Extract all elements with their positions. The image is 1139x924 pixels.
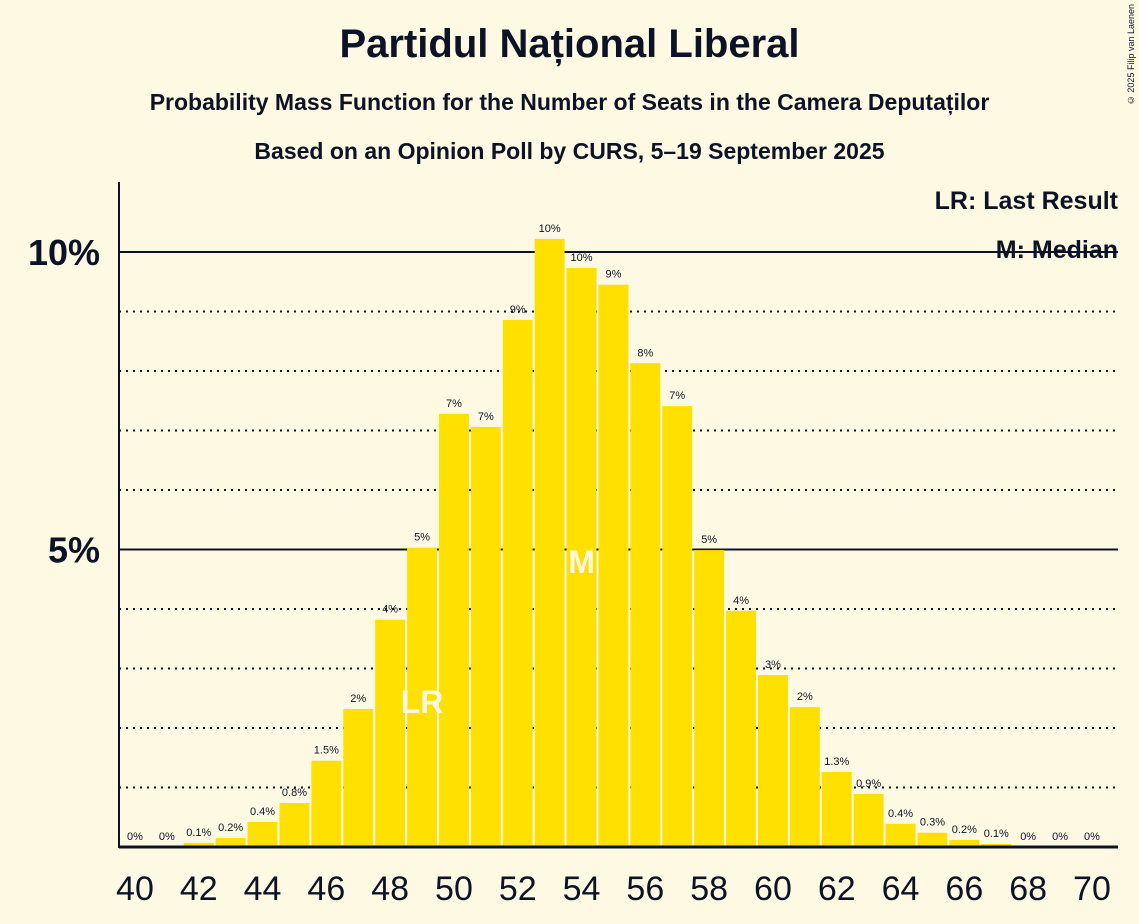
marker-m: M <box>568 544 595 580</box>
data-labels: 0% 0% 0.1% 0.2% 0.4% 0.8% 1.5% 2% 4% 5% 7% 7% 9% 10% 1… <box>127 223 1100 843</box>
data-label: 0.4% <box>250 806 275 818</box>
data-label: 2% <box>797 691 813 703</box>
x-tick-label: 62 <box>818 870 856 908</box>
x-tick-label: 68 <box>1009 870 1047 908</box>
bar <box>949 839 980 847</box>
x-tick-label: 40 <box>116 870 154 908</box>
bar <box>311 760 342 847</box>
bar <box>726 610 756 847</box>
data-label: 9% <box>605 269 621 281</box>
data-label: 1.5% <box>314 745 339 757</box>
bar <box>470 426 501 847</box>
bar <box>215 838 246 847</box>
chart-subtitle-poll: Based on an Opinion Poll by CURS, 5–19 S… <box>254 138 885 164</box>
data-label: 0.2% <box>218 822 243 834</box>
x-tick-label: 56 <box>626 870 664 908</box>
data-label: 0.4% <box>888 808 913 820</box>
data-label: 0.9% <box>856 778 881 790</box>
bar <box>183 842 214 847</box>
bar <box>630 363 661 847</box>
axes: 5% 10% 40 42 44 46 48 50 52 54 56 58 60 62 64 66 68 70 <box>28 182 1118 908</box>
data-label: 7% <box>478 411 494 423</box>
bar <box>439 413 469 847</box>
bar <box>885 823 916 847</box>
data-label: 0% <box>1084 831 1100 843</box>
marker-lr: LR <box>401 684 444 720</box>
x-tick-label: 64 <box>882 870 920 908</box>
bars <box>183 238 1012 848</box>
data-label: 3% <box>765 659 781 671</box>
x-tick-label: 50 <box>435 870 473 908</box>
data-label: 5% <box>701 534 717 546</box>
x-tick-label: 66 <box>945 870 983 908</box>
bar <box>343 708 374 847</box>
x-tick-label: 42 <box>180 870 218 908</box>
data-label: 2% <box>350 693 366 705</box>
legend: LR: Last Result M: Median <box>935 187 1119 264</box>
legend-last-result: LR: Last Result <box>935 187 1119 215</box>
bar <box>789 707 820 847</box>
data-label: 7% <box>669 390 685 402</box>
data-label: 0.1% <box>186 827 211 839</box>
bar <box>534 238 565 847</box>
data-label: 0.8% <box>282 787 307 799</box>
data-label: 10% <box>539 223 561 235</box>
x-tick-label: 48 <box>371 870 409 908</box>
bar <box>917 832 948 847</box>
y-tick-label: 10% <box>28 232 100 273</box>
legend-median: M: Median <box>996 236 1118 264</box>
data-label: 9% <box>510 304 526 316</box>
bar <box>247 822 278 847</box>
bar <box>598 284 629 848</box>
bar <box>566 268 597 847</box>
chart-subtitle: Probability Mass Function for the Number… <box>149 89 990 115</box>
data-label: 0% <box>127 831 143 843</box>
data-label: 1.3% <box>824 756 849 768</box>
y-tick-label: 5% <box>48 530 100 571</box>
bar <box>662 406 693 847</box>
data-label: 0% <box>1020 831 1036 843</box>
data-label: 0.3% <box>920 817 945 829</box>
data-label: 4% <box>733 595 749 607</box>
data-label: 7% <box>446 398 462 410</box>
bar-markers: LR M <box>401 544 595 720</box>
data-label: 10% <box>571 252 593 264</box>
data-label: 0.2% <box>952 824 977 836</box>
bar <box>407 547 437 847</box>
x-tick-label: 60 <box>754 870 792 908</box>
data-label: 0% <box>159 831 175 843</box>
bar <box>694 550 725 847</box>
x-tick-label: 58 <box>690 870 728 908</box>
x-tick-label: 70 <box>1073 870 1111 908</box>
x-tick-label: 52 <box>499 870 537 908</box>
chart-title: Partidul Național Liberal <box>339 22 800 66</box>
data-label: 0% <box>1052 831 1068 843</box>
bar <box>502 319 533 848</box>
x-tick-label: 46 <box>307 870 345 908</box>
x-tick-label: 54 <box>563 870 601 908</box>
data-label: 4% <box>382 604 398 616</box>
x-tick-label: 44 <box>244 870 282 908</box>
bar <box>853 794 884 847</box>
bar <box>375 619 406 847</box>
data-label: 0.1% <box>984 828 1009 840</box>
bar <box>758 675 788 847</box>
bar <box>821 772 852 847</box>
data-label: 5% <box>414 532 430 544</box>
data-label: 8% <box>637 347 653 359</box>
bar <box>279 802 310 847</box>
